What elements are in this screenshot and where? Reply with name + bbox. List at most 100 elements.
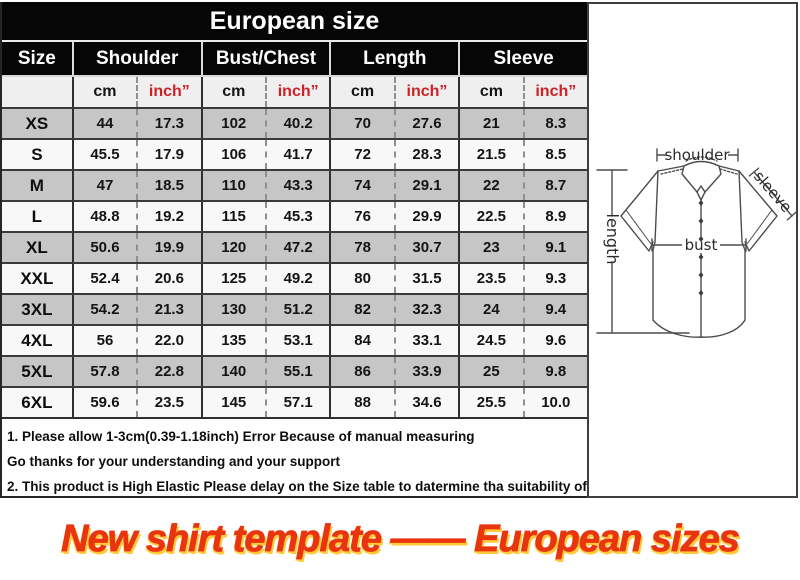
size-chart: European size Size Shoulder Bust/Chest L… [0, 2, 620, 498]
table-row: 3XL 54.2 21.3 130 51.2 82 32.3 24 9.4 [2, 293, 587, 324]
value-cell: 30.7 [393, 233, 458, 262]
shirt-buttons [698, 200, 704, 296]
value-cell: 49.2 [264, 264, 329, 293]
value-cell: 51.2 [264, 295, 329, 324]
value-cell: 20.6 [136, 264, 200, 293]
unit-cell-blank [2, 77, 72, 107]
col-header-bust: Bust/Chest [200, 42, 330, 75]
value-cell: 8.7 [522, 171, 587, 200]
value-cell: 17.3 [136, 109, 200, 138]
value-cell: 31.5 [393, 264, 458, 293]
value-cell: 10.0 [522, 388, 587, 417]
chart-and-diagram: European size Size Shoulder Bust/Chest L… [0, 2, 798, 498]
value-cell: 115 [200, 202, 265, 231]
value-cell: 45.5 [71, 140, 136, 169]
shirt-svg: shoulder sleeve length bust [596, 146, 796, 338]
bust-label: bust [685, 236, 718, 254]
table-row: XS 44 17.3 102 40.2 70 27.6 21 8.3 [2, 107, 587, 138]
value-cell: 40.2 [264, 109, 329, 138]
size-cell: XL [26, 237, 48, 257]
value-cell: 19.2 [136, 202, 200, 231]
unit-header-row: cm inch” cm inch” cm inch” cm inch” [2, 75, 587, 107]
table-row: L 48.8 19.2 115 45.3 76 29.9 22.5 8.9 [2, 200, 587, 231]
value-cell: 86 [329, 357, 393, 386]
value-cell: 22 [458, 171, 522, 200]
value-cell: 9.4 [522, 295, 587, 324]
size-cell: 3XL [21, 299, 53, 319]
value-cell: 41.7 [264, 140, 329, 169]
value-cell: 44 [71, 109, 136, 138]
value-cell: 25 [458, 357, 522, 386]
unit-cell-inch: inch” [264, 77, 329, 107]
value-cell: 21.5 [458, 140, 522, 169]
value-cell: 72 [329, 140, 393, 169]
note-line-1: 1. Please allow 1-3cm(0.39-1.18inch) Err… [7, 429, 475, 444]
unit-cell-inch: inch” [393, 77, 458, 107]
unit-cell-inch: inch” [522, 77, 587, 107]
value-cell: 9.3 [522, 264, 587, 293]
value-cell: 88 [329, 388, 393, 417]
value-cell: 18.5 [136, 171, 200, 200]
unit-cell-cm: cm [458, 77, 522, 107]
value-cell: 82 [329, 295, 393, 324]
column-headers: Size Shoulder Bust/Chest Length Sleeve [2, 40, 587, 75]
value-cell: 110 [200, 171, 265, 200]
note-line-3: 2. This product is High Elastic Please d… [7, 479, 620, 494]
value-cell: 145 [200, 388, 265, 417]
notes: 1. Please allow 1-3cm(0.39-1.18inch) Err… [2, 417, 620, 498]
col-header-shoulder: Shoulder [71, 42, 201, 75]
value-cell: 28.3 [393, 140, 458, 169]
value-cell: 29.9 [393, 202, 458, 231]
value-cell: 102 [200, 109, 265, 138]
value-cell: 45.3 [264, 202, 329, 231]
value-cell: 33.9 [393, 357, 458, 386]
size-cell: 5XL [21, 361, 53, 381]
table-row: S 45.5 17.9 106 41.7 72 28.3 21.5 8.5 [2, 138, 587, 169]
value-cell: 52.4 [71, 264, 136, 293]
value-cell: 22.8 [136, 357, 200, 386]
value-cell: 23 [458, 233, 522, 262]
value-cell: 84 [329, 326, 393, 355]
value-cell: 47.2 [264, 233, 329, 262]
value-cell: 29.1 [393, 171, 458, 200]
value-cell: 8.5 [522, 140, 587, 169]
col-header-size: Size [17, 47, 56, 69]
value-cell: 80 [329, 264, 393, 293]
value-cell: 130 [200, 295, 265, 324]
value-cell: 23.5 [458, 264, 522, 293]
value-cell: 21 [458, 109, 522, 138]
size-cell: 4XL [21, 330, 53, 350]
table-row: 5XL 57.8 22.8 140 55.1 86 33.9 25 9.8 [2, 355, 587, 386]
shoulder-label: shoulder [664, 146, 730, 164]
value-cell: 33.1 [393, 326, 458, 355]
value-cell: 50.6 [71, 233, 136, 262]
col-header-length: Length [329, 42, 458, 75]
chart-title: European size [2, 2, 587, 40]
col-header-sleeve: Sleeve [458, 42, 587, 75]
value-cell: 56 [71, 326, 136, 355]
value-cell: 70 [329, 109, 393, 138]
value-cell: 34.6 [393, 388, 458, 417]
value-cell: 24 [458, 295, 522, 324]
value-cell: 74 [329, 171, 393, 200]
value-cell: 25.5 [458, 388, 522, 417]
unit-cell-inch: inch” [136, 77, 200, 107]
value-cell: 19.9 [136, 233, 200, 262]
table-row: 4XL 56 22.0 135 53.1 84 33.1 24.5 9.6 [2, 324, 587, 355]
value-cell: 9.8 [522, 357, 587, 386]
table-row: XXL 52.4 20.6 125 49.2 80 31.5 23.5 9.3 [2, 262, 587, 293]
note-line-2: Go thanks for your understanding and you… [7, 454, 341, 469]
value-cell: 140 [200, 357, 265, 386]
value-cell: 57.8 [71, 357, 136, 386]
value-cell: 9.6 [522, 326, 587, 355]
value-cell: 47 [71, 171, 136, 200]
value-cell: 32.3 [393, 295, 458, 324]
value-cell: 78 [329, 233, 393, 262]
size-cell: L [31, 206, 43, 226]
unit-cell-cm: cm [200, 77, 265, 107]
value-cell: 17.9 [136, 140, 200, 169]
value-cell: 21.3 [136, 295, 200, 324]
table-row: 6XL 59.6 23.5 145 57.1 88 34.6 25.5 10.0 [2, 386, 587, 417]
value-cell: 8.3 [522, 109, 587, 138]
